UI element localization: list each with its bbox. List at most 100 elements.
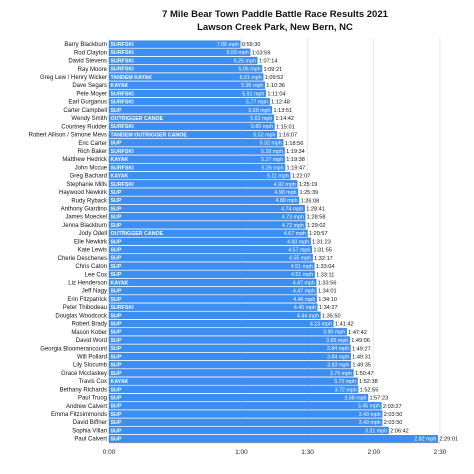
time-bar <box>108 188 299 196</box>
speed-label: 4.45 mph <box>294 305 316 311</box>
class-label: SUP <box>111 395 122 401</box>
time-bar <box>108 204 305 213</box>
athlete-name-label: Haywood Newkirk <box>59 190 108 196</box>
athlete-name-label: Rod Clayton <box>74 50 107 56</box>
athlete-name-label: Robert Allison / Simone Mevs <box>29 133 107 139</box>
finish-time-label: 1:34:01 <box>318 289 337 295</box>
time-bar <box>108 303 318 311</box>
speed-label: 5.52 mph <box>253 132 275 138</box>
result-row: Haywood Newkirk SUP 4.90 mph 1:25:39 <box>59 188 318 196</box>
time-bar <box>108 361 351 369</box>
finish-time-label: 2:03:27 <box>383 404 402 410</box>
athlete-name-label: Lee Cox <box>85 272 107 278</box>
finish-time-label: 1:29:02 <box>307 223 326 229</box>
finish-time-label: 1:49:06 <box>351 338 370 344</box>
class-label: SUP <box>111 239 122 245</box>
class-label: KAYAK <box>111 174 129 180</box>
class-label: SUP <box>111 363 122 369</box>
time-bar <box>108 311 321 320</box>
speed-label: 4.90 mph <box>274 190 296 196</box>
time-bar <box>108 245 312 254</box>
class-label: SUP <box>111 190 122 196</box>
speed-label: 3.85 mph <box>326 338 348 344</box>
time-bar <box>108 180 298 188</box>
athlete-name-label: Andrew Calvert <box>66 404 107 410</box>
result-row: Peter Thibodeau SURFSKI 4.45 mph 1:34:27 <box>63 303 338 311</box>
athlete-name-label: James Moeckel <box>65 215 107 221</box>
athlete-name-label: Courtney Rudder <box>61 124 107 130</box>
class-label: SUP <box>111 108 122 114</box>
result-row: David Stevens SURFSKI 6.25 mph 1:07:14 <box>68 56 278 65</box>
athlete-name-label: Sophia Villari <box>72 428 107 434</box>
finish-time-label: 1:49:35 <box>352 363 371 369</box>
result-row: Rich Baker SURFSKI 5.28 mph 1:19:34 <box>78 147 305 155</box>
athlete-name-label: Bethany Richards <box>60 387 107 393</box>
speed-label: 4.13 mph <box>310 321 332 327</box>
speed-label: 6.25 mph <box>234 58 256 64</box>
athlete-name-label: Erin Fitzpatrick <box>67 297 108 303</box>
class-label: SUP <box>111 354 122 360</box>
result-row: Kate Lewis SUP 4.57 mph 1:31:55 <box>78 245 332 254</box>
time-bar <box>108 155 285 163</box>
finish-time-label: 1:25:19 <box>299 182 318 188</box>
result-row: Andrew Calvert SUP 3.45 mph 2:03:27 <box>66 402 402 410</box>
speed-label: 5.26 mph <box>261 165 283 171</box>
x-tick-label: 2:30 <box>434 449 447 456</box>
finish-time-label: 1:03:59 <box>252 50 271 56</box>
result-row: John Mccue SURFSKI 5.26 mph 1:19:47 <box>75 163 305 171</box>
finish-time-label: 1:16:07 <box>278 133 297 139</box>
class-label: SUP <box>111 256 122 262</box>
result-row: Bethany Richards SUP 3.72 mph 1:52:55 <box>60 385 378 393</box>
result-row: Paul Calvert SUP 2.82 mph 2:29:01 <box>74 435 458 443</box>
finish-time-label: 1:28:41 <box>306 207 325 213</box>
x-tick-label: 2:00 <box>367 449 380 456</box>
finish-time-label: 1:35:50 <box>322 313 341 319</box>
speed-label: 5.91 mph <box>242 91 264 97</box>
athlete-name-label: Paul Calvert <box>74 437 107 443</box>
finish-time-label: 1:33:04 <box>316 264 335 270</box>
class-label: SUP <box>111 412 122 418</box>
result-row: Carter Campbell SUP 5.69 mph 1:13:51 <box>63 106 292 114</box>
finish-time-label: 2:03:50 <box>384 420 403 426</box>
result-row: Stephanie Mills SURFSKI 4.92 mph 1:25:19 <box>66 180 317 188</box>
speed-label: 3.43 mph <box>359 412 381 418</box>
time-bar <box>108 344 351 352</box>
athlete-name-label: David Stevens <box>68 59 107 65</box>
athlete-name-label: Rudy Ryback <box>71 198 108 204</box>
result-row: Greg Lew / Henry Wicker TANDEM KAYAK 6.01 … <box>40 73 283 81</box>
time-bar <box>108 229 308 237</box>
result-row: Pete Moyer SURFSKI 5.91 mph 1:11:04 <box>76 89 286 97</box>
speed-label: 3.84 mph <box>327 346 349 352</box>
result-row: Liz Henderson KAYAK 4.47 mph 1:33:56 <box>68 278 336 286</box>
speed-label: 3.83 mph <box>327 363 349 369</box>
time-bar <box>108 221 306 229</box>
class-label: SUP <box>111 371 122 377</box>
class-label: SUP <box>111 198 122 204</box>
time-bar <box>108 352 351 361</box>
result-row: Chris Caton SUP 4.51 mph 1:33:04 <box>75 262 335 270</box>
result-row: Ray Moore SURFSKI 6.06 mph 1:09:21 <box>78 65 282 73</box>
finish-time-label: 1:22:07 <box>292 174 311 180</box>
athlete-name-label: Ray Moore <box>78 67 108 73</box>
time-bar <box>108 106 273 114</box>
result-row: Lee Cox SUP 4.51 mph 1:33:11 <box>85 270 334 278</box>
class-label: SURFSKI <box>111 100 135 106</box>
finish-time-label: 1:13:51 <box>273 108 292 114</box>
result-row: Barry Blackburn SURFSKI 7.06 mph 0:59:30 <box>64 40 260 48</box>
athlete-name-label: Eric Carter <box>78 141 107 147</box>
x-axis: 0:00 1:00 1:30 2:00 2:30 <box>103 442 447 456</box>
athlete-name-label: Chris Caton <box>75 264 107 270</box>
time-bar <box>108 196 300 204</box>
result-row: Dave Segars KAYAK 5.95 mph 1:10:36 <box>72 81 285 89</box>
finish-time-label: 1:28:58 <box>307 215 326 221</box>
class-label: OUTRIGGER CANOE <box>111 116 164 122</box>
speed-label: 4.60 mph <box>287 239 309 245</box>
athlete-name-label: Douglas Woodcock <box>55 313 108 319</box>
speed-label: 4.88 mph <box>275 198 297 204</box>
finish-time-label: 1:10:36 <box>266 83 285 89</box>
chart-subtitle: Lawson Creek Park, New Bern, NC <box>197 22 353 33</box>
athlete-name-label: Greg Bachard <box>70 174 107 180</box>
speed-label: 5.27 mph <box>261 157 283 163</box>
result-row: David Biffner SUP 3.43 mph 2:03:50 <box>73 418 403 426</box>
speed-label: 4.46 mph <box>293 297 315 303</box>
